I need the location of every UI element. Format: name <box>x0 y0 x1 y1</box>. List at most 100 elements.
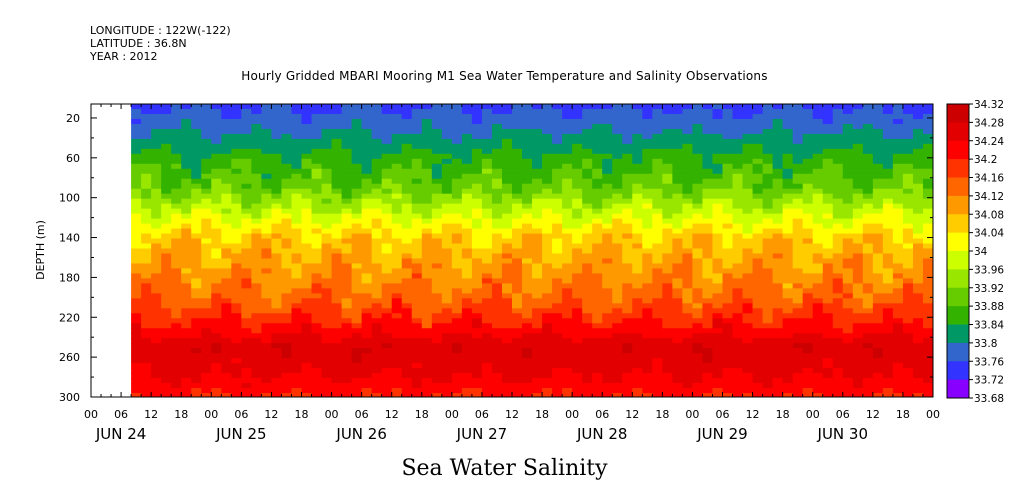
heat-cell <box>592 363 603 369</box>
heat-cell <box>441 273 453 279</box>
heat-cell <box>491 223 503 230</box>
heat-cell <box>341 313 353 319</box>
heat-cell <box>822 213 834 220</box>
heat-cell <box>151 293 162 299</box>
heat-cell <box>171 313 182 319</box>
heat-cell <box>421 263 433 270</box>
heat-cell <box>201 228 212 235</box>
heat-cell <box>592 238 603 245</box>
heat-cell <box>852 303 864 309</box>
heat-cell <box>612 163 623 170</box>
heat-cell <box>211 208 222 215</box>
heat-cell <box>612 223 623 230</box>
heat-cell <box>251 358 262 364</box>
heat-cell <box>752 313 764 319</box>
heat-cell <box>271 158 283 165</box>
heat-cell <box>491 293 503 299</box>
heat-cell <box>291 228 303 235</box>
heat-cell <box>491 178 503 185</box>
heat-cell <box>191 328 202 334</box>
heat-cell <box>592 338 603 344</box>
heat-cell <box>361 223 373 230</box>
heat-cell <box>211 218 222 225</box>
heat-cell <box>341 393 353 397</box>
heat-cell <box>241 348 252 354</box>
heat-cell <box>161 123 172 130</box>
y-tick-label: 180 <box>59 271 80 284</box>
heat-cell <box>842 283 854 289</box>
heat-cell <box>702 248 714 255</box>
heat-cell <box>301 173 313 180</box>
heat-cell <box>582 388 593 394</box>
heat-cell <box>461 273 473 279</box>
heat-cell <box>461 228 473 235</box>
heat-cell <box>822 113 834 120</box>
heat-cell <box>461 253 473 260</box>
heat-cell <box>411 383 423 389</box>
heat-cell <box>532 318 543 324</box>
heat-cell <box>471 298 483 304</box>
heat-cell <box>512 333 523 339</box>
heat-cell <box>732 198 744 205</box>
heat-cell <box>642 113 653 120</box>
heat-cell <box>341 183 353 190</box>
heat-cell <box>662 323 673 329</box>
heat-cell <box>902 128 914 135</box>
heat-cell <box>732 258 744 265</box>
heat-cell <box>612 213 623 220</box>
heat-cell <box>401 313 413 319</box>
heat-cell <box>251 338 262 344</box>
heat-cell <box>512 243 523 250</box>
heat-cell <box>411 108 423 115</box>
heat-cell <box>301 148 313 155</box>
heat-cell <box>902 173 914 180</box>
heat-cell <box>241 373 252 379</box>
heat-cell <box>211 333 222 339</box>
heat-cell <box>872 383 884 389</box>
heat-cell <box>872 378 884 384</box>
heat-cell <box>772 218 784 225</box>
heat-cell <box>792 263 804 270</box>
heat-cell <box>532 338 543 344</box>
heat-cell <box>732 173 744 180</box>
heat-cell <box>201 158 212 165</box>
heat-cell <box>261 258 273 265</box>
heat-cell <box>532 373 543 379</box>
heat-cell <box>682 313 694 319</box>
heat-cell <box>882 358 894 364</box>
heat-cell <box>241 328 252 334</box>
heat-cell <box>151 163 162 170</box>
heat-cell <box>151 158 162 165</box>
heat-cell <box>501 133 513 140</box>
heat-cell <box>922 258 933 265</box>
heat-cell <box>331 178 343 185</box>
heat-cell <box>812 208 824 215</box>
heat-cell <box>842 238 854 245</box>
heat-cell <box>351 288 363 294</box>
heat-cell <box>251 213 262 220</box>
heat-cell <box>371 243 383 250</box>
heat-cell <box>572 348 583 354</box>
heat-cell <box>281 348 293 354</box>
heat-cell <box>852 208 864 215</box>
heat-cell <box>532 153 543 160</box>
heat-cell <box>451 158 463 165</box>
heat-cell <box>151 273 162 279</box>
heat-cell <box>782 318 794 324</box>
heat-cell <box>712 108 724 115</box>
heat-cell <box>662 188 673 195</box>
heat-cell <box>552 278 563 284</box>
heat-cell <box>231 223 242 230</box>
heat-cell <box>411 118 423 125</box>
heat-cell <box>441 308 453 314</box>
heat-cell <box>912 203 924 210</box>
heat-cell <box>161 243 172 250</box>
heat-cell <box>772 323 784 329</box>
heat-cell <box>361 213 373 220</box>
heat-cell <box>902 283 914 289</box>
heat-cell <box>131 198 142 205</box>
heat-cell <box>532 323 543 329</box>
heat-cell <box>381 358 393 364</box>
heat-cell <box>311 283 323 289</box>
heat-cell <box>632 118 643 125</box>
